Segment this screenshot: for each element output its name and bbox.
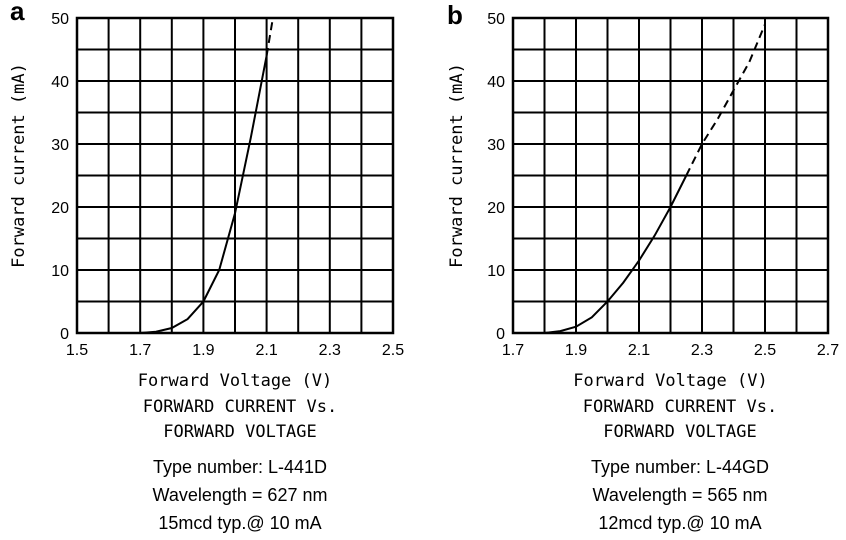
intensity-text: 15mcd typ.@ 10 mA <box>158 513 322 533</box>
type-number-text: Type number: L-441D <box>152 457 328 477</box>
curve-measured <box>140 55 268 334</box>
wavelength-text: Wavelength = 627 nm <box>152 485 328 505</box>
x-tick-label: 2.3 <box>319 342 341 359</box>
wavelength-text: Wavelength = 565 nm <box>592 485 768 505</box>
caption-title-line-2: FORWARD VOLTAGE <box>603 422 757 442</box>
x-tick-label: 2.3 <box>691 342 713 359</box>
x-tick-label: 2.5 <box>754 342 776 359</box>
intensity-text: 12mcd typ.@ 10 mA <box>598 513 762 533</box>
y-tick-label: 10 <box>487 263 505 280</box>
y-axis-label: Forward current (mA) <box>9 63 29 268</box>
y-axis-label: Forward current (mA) <box>447 63 467 268</box>
caption-title-line-1: FORWARD CURRENT Vs. <box>582 397 778 417</box>
curve-measured <box>544 175 688 334</box>
panel-label: b <box>447 0 463 30</box>
caption-panel-a: FORWARD CURRENT Vs. FORWARD VOLTAGE Type… <box>70 395 410 537</box>
y-tick-label: 0 <box>496 326 505 343</box>
caption-panel-b: FORWARD CURRENT Vs. FORWARD VOLTAGE Type… <box>510 395 846 537</box>
x-tick-label: 1.7 <box>502 342 524 359</box>
y-tick-label: 10 <box>51 263 69 280</box>
plot-frame <box>75 16 395 335</box>
x-tick-label: 2.1 <box>628 342 650 359</box>
y-tick-label: 20 <box>487 200 505 217</box>
y-tick-label: 30 <box>51 137 69 154</box>
y-tick-label: 50 <box>51 11 69 28</box>
x-tick-label: 1.9 <box>192 342 214 359</box>
y-tick-label: 20 <box>51 200 69 217</box>
y-tick-label: 50 <box>487 11 505 28</box>
x-axis-label: Forward Voltage (V) <box>138 371 332 391</box>
y-tick-label: 40 <box>487 74 505 91</box>
x-tick-label: 2.5 <box>382 342 404 359</box>
type-number-text: Type number: L-44GD <box>590 457 770 477</box>
plot-frame <box>511 16 830 335</box>
caption-title-line-2: FORWARD VOLTAGE <box>163 422 317 442</box>
y-tick-label: 30 <box>487 137 505 154</box>
curve-extrapolated-dashed <box>265 17 274 56</box>
x-tick-label: 1.5 <box>66 342 88 359</box>
curve-extrapolated-dashed <box>685 23 766 176</box>
chart-panel-b: 1.7 1.9 2.1 2.3 2.5 2.7 0 10 20 30 40 50 Forward Vol… <box>447 0 839 391</box>
panel-label: a <box>10 0 25 26</box>
y-tick-label: 0 <box>60 326 69 343</box>
chart-panel-a: 1.5 1.7 1.9 2.1 2.3 2.5 0 10 20 30 40 50 Forward Vol… <box>9 0 404 391</box>
y-tick-label: 40 <box>51 74 69 91</box>
x-tick-label: 1.7 <box>129 342 151 359</box>
x-tick-label: 1.9 <box>565 342 587 359</box>
caption-title-line-1: FORWARD CURRENT Vs. <box>142 397 338 417</box>
x-tick-label: 2.1 <box>255 342 277 359</box>
x-tick-label: 2.7 <box>817 342 839 359</box>
x-axis-label: Forward Voltage (V) <box>573 371 767 391</box>
